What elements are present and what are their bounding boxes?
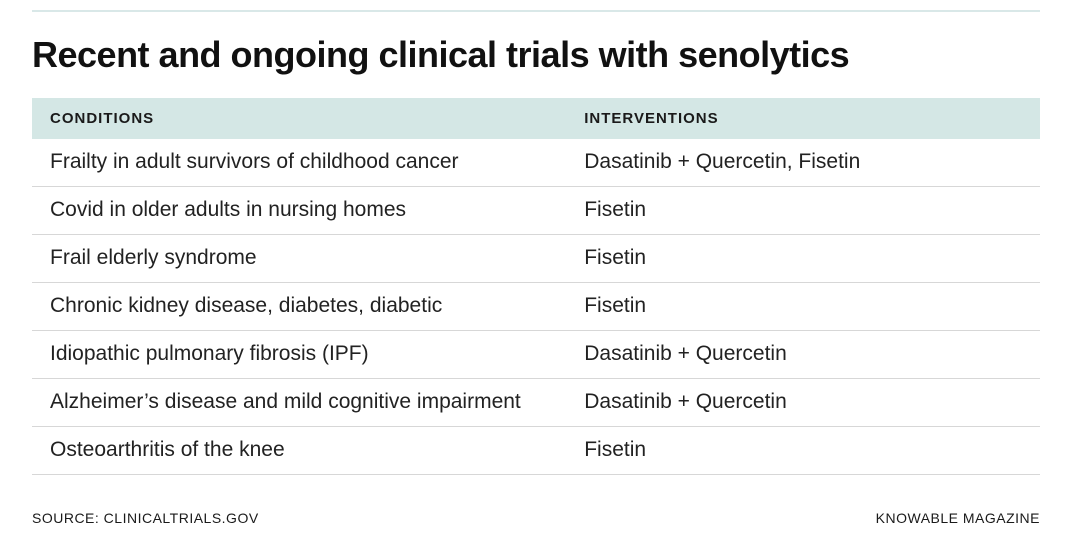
col-header-interventions: INTERVENTIONS <box>566 98 1040 139</box>
credit-label: KNOWABLE MAGAZINE <box>876 510 1040 526</box>
cell-condition: Alzheimer’s disease and mild cognitive i… <box>32 379 566 427</box>
table-row: Alzheimer’s disease and mild cognitive i… <box>32 379 1040 427</box>
cell-intervention: Fisetin <box>566 187 1040 235</box>
figure-footer: SOURCE: CLINICALTRIALS.GOV KNOWABLE MAGA… <box>32 510 1040 526</box>
cell-condition: Frailty in adult survivors of childhood … <box>32 139 566 187</box>
table-header-row: CONDITIONS INTERVENTIONS <box>32 98 1040 139</box>
table-row: Idiopathic pulmonary fibrosis (IPF) Dasa… <box>32 331 1040 379</box>
cell-intervention: Dasatinib + Quercetin <box>566 331 1040 379</box>
cell-condition: Idiopathic pulmonary fibrosis (IPF) <box>32 331 566 379</box>
table-row: Chronic kidney disease, diabetes, diabet… <box>32 283 1040 331</box>
cell-condition: Frail elderly syndrome <box>32 235 566 283</box>
cell-intervention: Dasatinib + Quercetin, Fisetin <box>566 139 1040 187</box>
figure-card: Recent and ongoing clinical trials with … <box>0 10 1072 548</box>
trials-table: CONDITIONS INTERVENTIONS Frailty in adul… <box>32 98 1040 475</box>
cell-intervention: Fisetin <box>566 427 1040 475</box>
col-header-conditions: CONDITIONS <box>32 98 566 139</box>
cell-condition: Chronic kidney disease, diabetes, diabet… <box>32 283 566 331</box>
cell-condition: Covid in older adults in nursing homes <box>32 187 566 235</box>
cell-intervention: Dasatinib + Quercetin <box>566 379 1040 427</box>
table-row: Frailty in adult survivors of childhood … <box>32 139 1040 187</box>
table-row: Frail elderly syndrome Fisetin <box>32 235 1040 283</box>
table-row: Osteoarthritis of the knee Fisetin <box>32 427 1040 475</box>
source-label: SOURCE: CLINICALTRIALS.GOV <box>32 510 259 526</box>
cell-intervention: Fisetin <box>566 283 1040 331</box>
cell-condition: Osteoarthritis of the knee <box>32 427 566 475</box>
cell-intervention: Fisetin <box>566 235 1040 283</box>
table-row: Covid in older adults in nursing homes F… <box>32 187 1040 235</box>
top-rule <box>32 10 1040 12</box>
figure-title: Recent and ongoing clinical trials with … <box>32 34 1040 76</box>
